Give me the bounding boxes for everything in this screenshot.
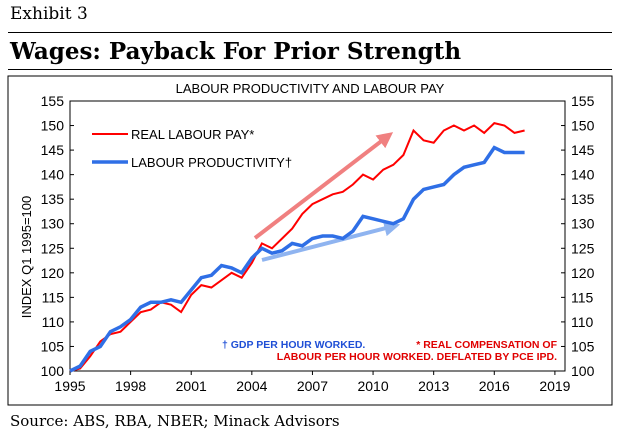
note-pay-line-2: LABOUR PER HOUR WORKED. DEFLATED BY PCE … [277, 351, 557, 363]
y-tick-label-left: 120 [41, 265, 65, 281]
y-tick-label-right: 110 [571, 314, 594, 330]
x-tick-label: 2001 [176, 378, 207, 394]
x-tick-label: 2010 [357, 378, 388, 394]
exhibit-label: Exhibit 3 [10, 4, 88, 24]
y-tick-label-left: 125 [41, 240, 65, 256]
headline-rule [8, 69, 612, 70]
y-tick-label-left: 155 [41, 93, 65, 109]
note-productivity: † GDP PER HOUR WORKED. [222, 339, 365, 351]
series-line-labour-productivity [69, 145, 525, 373]
y-tick-label-right: 155 [571, 93, 595, 109]
y-axis-right: 100 105 110 115 120 125 130 135 140 145 150 155 [561, 93, 595, 379]
y-tick-label-left: 150 [41, 118, 65, 134]
pay-trend-arrow [253, 132, 394, 240]
chart-title: LABOUR PRODUCTIVITY AND LABOUR PAY [176, 81, 445, 96]
x-tick-label: 2013 [418, 378, 449, 394]
x-tick-label: 2007 [297, 378, 328, 394]
y-axis-left: 100 105 110 115 120 125 130 135 140 145 150 155 [41, 93, 74, 379]
y-tick-label-right: 135 [571, 191, 595, 207]
y-axis-label: INDEX Q1 1995=100 [19, 196, 34, 319]
x-tick-label: 1998 [115, 378, 146, 394]
headline: Wages: Payback For Prior Strength [10, 38, 462, 65]
plot-area [69, 100, 566, 372]
y-tick-label-right: 125 [571, 240, 595, 256]
x-axis: 1995 1998 2001 2004 2007 2010 2013 2016 2019 [54, 371, 571, 394]
y-tick-label-left: 110 [42, 314, 65, 330]
y-tick-label-right: 120 [571, 265, 595, 281]
series-line-real-labour-pay [69, 122, 525, 372]
y-tick-label-right: 105 [571, 338, 595, 354]
chart-frame [7, 75, 613, 406]
y-tick-label-left: 135 [41, 191, 65, 207]
y-tick-label-left: 140 [41, 167, 65, 183]
y-tick-label-right: 150 [571, 118, 595, 134]
top-rule [8, 32, 612, 33]
source-note: Source: ABS, RBA, NBER; Minack Advisors [10, 412, 340, 430]
y-tick-label-right: 145 [571, 142, 595, 158]
productivity-trend-arrow [261, 220, 401, 262]
x-tick-label: 2019 [539, 378, 570, 394]
y-tick-label-right: 100 [571, 363, 595, 379]
y-tick-label-left: 115 [42, 289, 65, 305]
y-tick-label-right: 140 [571, 167, 595, 183]
y-tick-label-right: 130 [571, 216, 595, 232]
legend-label-real-labour-pay: REAL LABOUR PAY* [131, 127, 254, 142]
y-tick-label-left: 130 [41, 216, 65, 232]
y-tick-label-right: 115 [571, 289, 594, 305]
y-tick-label-left: 145 [41, 142, 65, 158]
x-tick-label: 1995 [54, 378, 85, 394]
y-tick-label-left: 100 [41, 363, 65, 379]
x-tick-label: 2004 [236, 378, 267, 394]
x-tick-label: 2016 [479, 378, 510, 394]
legend-label-labour-productivity: LABOUR PRODUCTIVITY† [131, 155, 292, 170]
note-pay-line-1: * REAL COMPENSATION OF [416, 339, 557, 351]
y-tick-label-left: 105 [41, 338, 65, 354]
legend: REAL LABOUR PAY* LABOUR PRODUCTIVITY† [92, 127, 292, 170]
